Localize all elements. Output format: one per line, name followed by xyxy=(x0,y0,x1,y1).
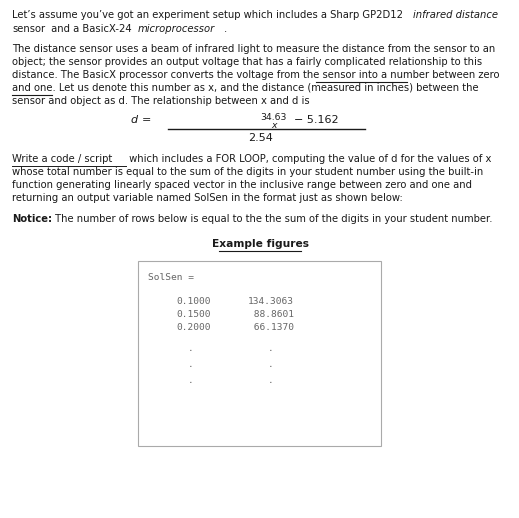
Text: and one. Let us denote this number as x, and the distance (measured in inches) b: and one. Let us denote this number as x,… xyxy=(12,83,479,93)
Text: sensor: sensor xyxy=(12,24,45,34)
Text: whose total number is equal to the sum of the digits in your student number usin: whose total number is equal to the sum o… xyxy=(12,167,483,177)
Text: and a BasicX-24: and a BasicX-24 xyxy=(48,24,135,34)
Text: object; the sensor provides an output voltage that has a fairly complicated rela: object; the sensor provides an output vo… xyxy=(12,57,482,67)
Text: $d\, =$: $d\, =$ xyxy=(130,113,151,125)
Text: Notice:: Notice: xyxy=(12,214,52,224)
Text: 0.1500: 0.1500 xyxy=(176,310,211,319)
Text: function generating linearly spaced vector in the inclusive range between zero a: function generating linearly spaced vect… xyxy=(12,180,472,190)
FancyBboxPatch shape xyxy=(138,261,381,446)
Text: 66.1370: 66.1370 xyxy=(248,323,294,332)
Text: .: . xyxy=(188,360,194,369)
Text: .: . xyxy=(268,360,274,369)
Text: 34.63: 34.63 xyxy=(260,113,286,122)
Text: .: . xyxy=(188,344,194,353)
Text: .: . xyxy=(188,376,194,385)
Text: .: . xyxy=(268,376,274,385)
Text: infrared distance: infrared distance xyxy=(413,10,498,20)
Text: 88.8601: 88.8601 xyxy=(248,310,294,319)
Text: 134.3063: 134.3063 xyxy=(248,297,294,306)
Text: which includes a FOR LOOP, computing the value of d for the values of x: which includes a FOR LOOP, computing the… xyxy=(126,154,491,164)
Text: − 5.162: − 5.162 xyxy=(294,115,338,125)
Text: microprocessor: microprocessor xyxy=(138,24,215,34)
Text: .: . xyxy=(268,344,274,353)
Text: sensor and object as d. The relationship between x and d is: sensor and object as d. The relationship… xyxy=(12,96,310,106)
Text: x: x xyxy=(271,121,277,130)
Text: SolSen =: SolSen = xyxy=(148,273,194,282)
Text: distance. The BasicX processor converts the voltage from the sensor into a numbe: distance. The BasicX processor converts … xyxy=(12,70,499,80)
Text: Let’s assume you’ve got an experiment setup which includes a Sharp GP2D12: Let’s assume you’ve got an experiment se… xyxy=(12,10,406,20)
Text: .: . xyxy=(224,24,227,34)
Text: Write a code / script: Write a code / script xyxy=(12,154,112,164)
Text: The number of rows below is equal to the the sum of the digits in your student n: The number of rows below is equal to the… xyxy=(52,214,493,224)
Text: Example figures: Example figures xyxy=(212,239,308,249)
Text: 0.1000: 0.1000 xyxy=(176,297,211,306)
Text: returning an output variable named SolSen in the format just as shown below:: returning an output variable named SolSe… xyxy=(12,193,403,203)
Text: The distance sensor uses a beam of infrared light to measure the distance from t: The distance sensor uses a beam of infra… xyxy=(12,44,495,54)
Text: 2.54: 2.54 xyxy=(248,133,273,143)
Text: 0.2000: 0.2000 xyxy=(176,323,211,332)
